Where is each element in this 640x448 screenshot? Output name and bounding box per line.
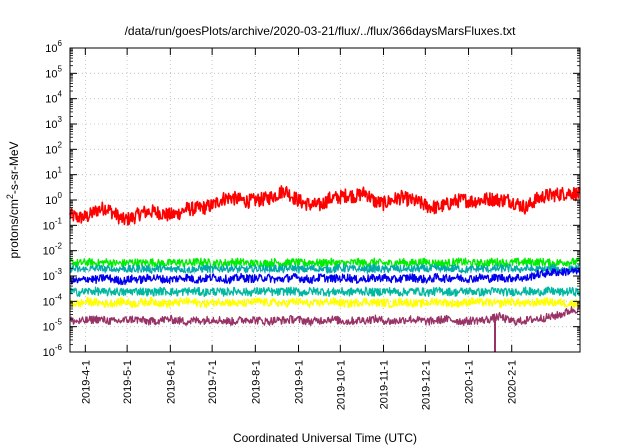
y-tick-label: 101 [45, 166, 62, 182]
y-tick-exponent: 5 [58, 64, 63, 73]
y-tick-base: 10 [43, 296, 55, 308]
y-tick-label: 102 [45, 140, 62, 156]
x-tick-label: 2019-10-1 [335, 360, 347, 410]
x-tick-label: 2019-7-1 [207, 360, 219, 404]
series-line [69, 257, 581, 268]
y-tick-base: 10 [45, 94, 57, 106]
y-tick-base: 10 [45, 119, 57, 131]
y-tick-exponent: -3 [55, 267, 63, 276]
series-line [69, 267, 581, 286]
y-tick-base: 10 [45, 68, 57, 80]
y-tick-exponent: 3 [58, 115, 63, 124]
y-tick-base: 10 [43, 271, 55, 283]
y-tick-exponent: 6 [58, 39, 63, 48]
y-axis-label: protons/cm2-s-sr-MeV [5, 141, 21, 258]
x-tick-label: 2019-5-1 [122, 360, 134, 404]
y-tick-label: 103 [45, 115, 62, 131]
x-tick-label: 2019-6-1 [165, 360, 177, 404]
x-axis-label: Coordinated Universal Time (UTC) [233, 431, 417, 445]
x-tick-label: 2019-4-1 [80, 360, 92, 404]
y-tick-label: 100 [45, 191, 62, 207]
y-tick-exponent: 4 [58, 90, 63, 99]
y-tick-exponent: -2 [55, 242, 63, 251]
y-tick-label: 10-5 [43, 318, 63, 334]
x-tick-labels: 2019-4-1 2019-5-1 2019-6-1 2019-7-1 2019-8-1… [80, 360, 518, 410]
chart-title: /data/run/goesPlots/archive/2020-03-21/f… [125, 24, 517, 38]
y-tick-exponent: -6 [55, 343, 63, 352]
series-layer [69, 185, 581, 352]
series-line [69, 286, 581, 298]
y-tick-exponent: -5 [55, 318, 63, 327]
y-tick-label: 10-3 [43, 267, 63, 283]
x-tick-label: 2019-11-1 [379, 360, 391, 409]
series-line [69, 185, 581, 226]
y-tick-base: 10 [45, 195, 57, 207]
x-tick-label: 2020-2-1 [507, 360, 519, 404]
series-line [69, 296, 581, 309]
y-tick-label: 106 [45, 39, 62, 55]
y-tick-label: 104 [45, 90, 62, 106]
y-axis-label-superscript: 2 [5, 194, 15, 199]
axis-ticks [70, 47, 580, 353]
y-tick-base: 10 [43, 322, 55, 334]
y-tick-label: 10-1 [43, 216, 63, 232]
y-tick-base: 10 [43, 220, 55, 232]
y-tick-label: 10-4 [43, 292, 63, 308]
y-tick-label: 10-6 [43, 343, 63, 359]
x-tick-label: 2019-9-1 [294, 360, 306, 404]
y-tick-base: 10 [43, 347, 55, 359]
y-tick-base: 10 [45, 144, 57, 156]
y-tick-labels: 10-610-510-410-310-210-11001011021031041… [43, 39, 63, 359]
x-tick-label: 2020-1-1 [464, 360, 476, 404]
y-tick-exponent: -1 [55, 216, 63, 225]
series-line [69, 263, 581, 275]
y-tick-base: 10 [45, 170, 57, 182]
y-tick-exponent: 0 [58, 191, 63, 200]
y-tick-label: 105 [45, 64, 62, 80]
x-tick-label: 2019-12-1 [420, 360, 432, 410]
y-tick-exponent: 1 [58, 166, 63, 175]
y-tick-base: 10 [45, 43, 57, 55]
y-tick-exponent: 2 [58, 140, 63, 149]
y-axis-label-tail: -s-sr-MeV [7, 141, 21, 194]
x-tick-label: 2019-8-1 [250, 360, 262, 404]
y-axis-label-main: protons/cm [7, 199, 21, 258]
y-tick-exponent: -4 [55, 292, 63, 301]
series-line [69, 305, 581, 327]
y-tick-label: 10-2 [43, 242, 63, 258]
y-tick-base: 10 [43, 246, 55, 258]
